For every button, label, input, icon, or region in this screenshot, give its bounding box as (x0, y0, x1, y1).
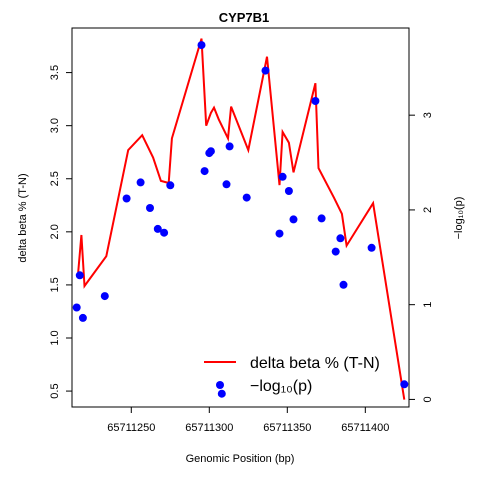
x-axis: 65711250 65711300 65711350 65711400 (107, 407, 389, 434)
x-tick-label: 65711300 (185, 422, 233, 434)
x-axis-label: Genomic Position (bp) (186, 453, 295, 465)
y2-tick-label: 3 (422, 112, 434, 118)
data-point-log-p (78, 313, 87, 322)
data-point-log-p (153, 224, 162, 233)
y-tick-label: 2.5 (49, 171, 61, 186)
data-point-log-p (311, 97, 320, 105)
data-point-log-p (400, 380, 409, 389)
legend-point-swatch (216, 381, 224, 389)
y-axis-label: delta beta % (T-N) (17, 173, 29, 262)
legend-label-delta-beta: delta beta % (T-N) (250, 355, 380, 372)
data-point-log-p (336, 234, 345, 243)
data-point-log-p (225, 142, 234, 151)
y2-tick-label: 0 (422, 396, 434, 402)
data-point-log-p (339, 280, 348, 289)
data-point-log-p (261, 66, 270, 75)
y-tick-label: 1.0 (49, 330, 61, 345)
data-point-log-p (72, 303, 81, 312)
data-point-log-p (166, 181, 175, 190)
y-tick-label: 1.5 (49, 277, 61, 292)
data-point-log-p (217, 389, 226, 398)
data-point-log-p (146, 204, 154, 212)
y-tick-label: 0.5 (49, 383, 61, 398)
data-point-log-p (367, 243, 376, 252)
y-axis-right: 0 1 2 3 (409, 112, 434, 402)
x-tick-label: 65711250 (107, 422, 155, 434)
y-tick-label: 3.5 (49, 65, 61, 80)
x-tick-label: 65711350 (263, 422, 311, 434)
data-point-log-p (206, 147, 215, 156)
plot-frame (71, 27, 410, 408)
data-point-log-p (160, 228, 169, 237)
y-tick-label: 2.0 (49, 224, 61, 239)
legend-label-log-p: −log₁₀(p) (250, 378, 312, 395)
y-axis-left: 0.5 1.0 1.5 2.0 2.5 3.0 3.5 (49, 65, 72, 399)
data-point-log-p (275, 229, 284, 238)
data-point-log-p (284, 187, 293, 195)
data-point-log-p (331, 247, 340, 256)
data-point-log-p (278, 172, 287, 181)
y-tick-label: 3.0 (49, 118, 61, 133)
y2-axis-label: −log₁₀(p) (453, 197, 465, 240)
x-tick-label: 65711400 (341, 422, 389, 434)
data-point-log-p (197, 41, 206, 50)
y2-tick-label: 1 (422, 302, 434, 308)
series-layer (72, 38, 409, 400)
data-point-log-p (317, 214, 326, 223)
data-point-log-p (242, 193, 251, 202)
data-point-log-p (289, 215, 298, 224)
data-point-log-p (200, 167, 209, 176)
data-point-log-p (122, 194, 131, 203)
y2-tick-label: 2 (422, 207, 434, 213)
data-point-log-p (75, 271, 84, 280)
data-point-log-p (222, 180, 231, 189)
series-line-delta-beta (77, 38, 406, 400)
data-point-log-p (100, 292, 109, 301)
chart-title: CYP7B1 (219, 10, 270, 25)
data-point-log-p (136, 178, 145, 187)
legend: delta beta % (T-N) −log₁₀(p) (204, 355, 380, 395)
